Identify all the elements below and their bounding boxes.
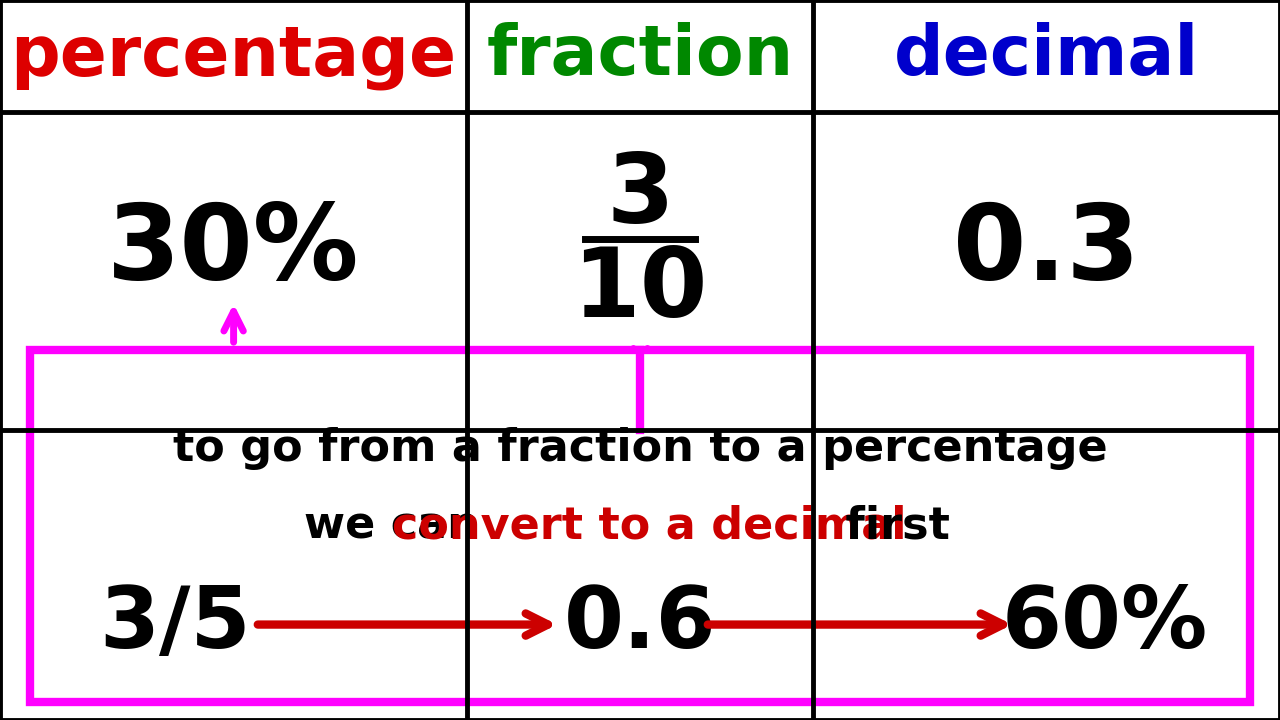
Text: first: first — [829, 505, 950, 547]
Text: 30%: 30% — [108, 200, 360, 302]
Text: 0.6: 0.6 — [563, 583, 717, 666]
Text: 3: 3 — [607, 150, 673, 243]
Text: 3/5: 3/5 — [100, 583, 251, 666]
Text: we can: we can — [305, 505, 494, 547]
Text: 0.3: 0.3 — [954, 200, 1139, 302]
Text: percentage: percentage — [10, 22, 457, 89]
Text: fraction: fraction — [486, 22, 794, 89]
Text: 60%: 60% — [1002, 583, 1208, 666]
Text: to go from a fraction to a percentage: to go from a fraction to a percentage — [173, 427, 1107, 470]
Text: 10: 10 — [572, 245, 708, 338]
Text: convert to a decimal: convert to a decimal — [392, 505, 906, 547]
Text: decimal: decimal — [893, 22, 1199, 89]
Bar — [29, 350, 1251, 702]
